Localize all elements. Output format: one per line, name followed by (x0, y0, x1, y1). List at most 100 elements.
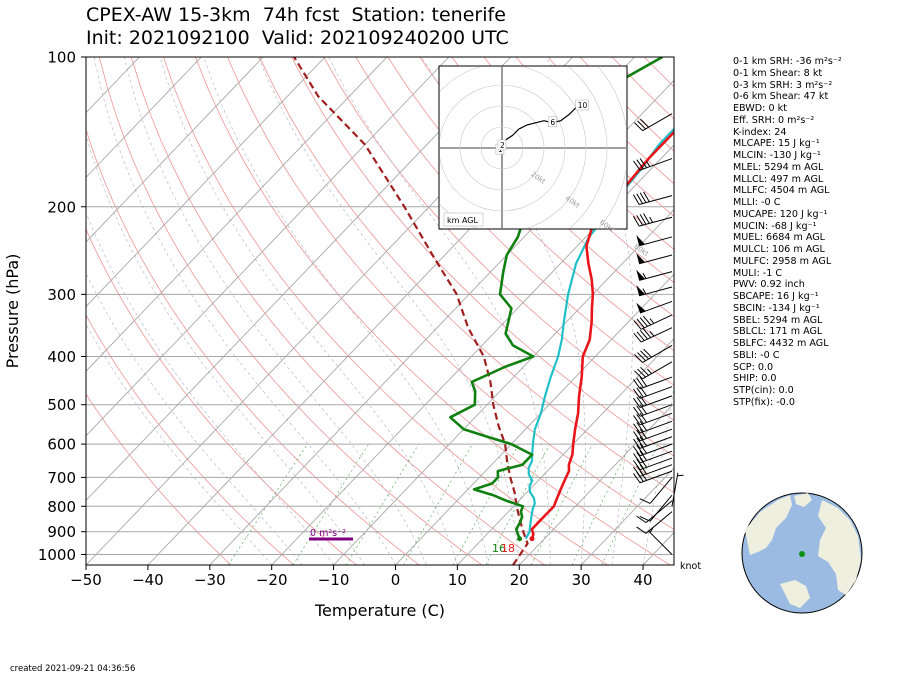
moist-adiabat (86, 323, 272, 565)
dry-adiabat (162, 57, 608, 565)
wind-barb (633, 412, 673, 426)
barb-full (634, 370, 643, 380)
barb-full (633, 473, 641, 484)
index-line: SBLCL: 171 m AGL (733, 326, 823, 338)
moist-adiabat (421, 57, 586, 565)
wind-barb (636, 285, 673, 297)
hodograph-label: km AGL (447, 216, 479, 225)
dry-adiabat (98, 57, 483, 565)
hodograph-frame (438, 65, 628, 230)
index-line: SCP: 0.0 (733, 361, 774, 373)
barb-shaft (640, 314, 673, 330)
moist-adiabat (123, 57, 427, 565)
y-tick-label: 600 (47, 436, 76, 454)
barb-full (640, 118, 649, 128)
index-line: SBCAPE: 16 J kg⁻¹ (733, 291, 819, 302)
y-tick-label: 500 (47, 396, 76, 414)
dry-adiabat (451, 57, 674, 284)
barb-shaft (642, 344, 673, 363)
barb-half (649, 330, 655, 337)
barb-shaft (639, 158, 673, 171)
barb-shaft (639, 428, 673, 442)
index-line: SBLFC: 4432 m AGL (733, 338, 829, 349)
barb-flag (636, 302, 646, 314)
parcel-profile (293, 57, 529, 565)
barb-full (639, 158, 648, 169)
hodograph-height-box (548, 116, 557, 128)
index-line: PWV: 0.92 inch (733, 279, 805, 291)
barb-shaft (639, 376, 673, 390)
barb-shaft (639, 395, 673, 408)
barb-full (633, 388, 641, 399)
barb-full (636, 396, 644, 407)
globe-inset (741, 492, 863, 614)
barb-full (636, 437, 644, 448)
index-line: MUCAPE: 120 J kg⁻¹ (733, 208, 828, 220)
y-tick-label: 200 (47, 198, 76, 216)
index-line: SHIP: 0.0 (733, 373, 777, 385)
barb-shaft (647, 530, 673, 555)
hodograph-ring (440, 84, 566, 212)
hodograph-height-box (575, 99, 589, 111)
barb-full (633, 423, 641, 434)
barb-shaft (649, 494, 673, 522)
index-line: MLCAPE: 15 J kg⁻¹ (733, 138, 820, 150)
barb-shaft (645, 511, 673, 534)
barb-half (646, 161, 651, 167)
x-tick-label: 40 (634, 571, 653, 589)
barb-shaft (639, 464, 673, 477)
index-line: MLEL: 5294 m AGL (733, 161, 824, 173)
wind-barb (636, 300, 673, 314)
barb-full (643, 348, 653, 358)
wind-barb (633, 464, 673, 477)
wind-barb (633, 443, 673, 457)
surface-temperature-marker (529, 536, 535, 542)
barb-full (639, 457, 648, 468)
barb-full (639, 498, 651, 504)
barb-full (633, 446, 641, 457)
surface-dewpoint-label: 16 (492, 542, 506, 555)
y-tick-label: 700 (47, 469, 76, 487)
wind-barb (633, 158, 673, 171)
barb-full (639, 464, 648, 475)
hodograph-ring (568, 67, 608, 228)
globe-land-north-america (745, 495, 792, 555)
barb-full (639, 317, 648, 327)
station-marker (799, 551, 805, 557)
barb-full (636, 193, 643, 204)
barb-shaft (639, 420, 673, 434)
wind-barb (636, 511, 673, 534)
barb-shaft (639, 216, 673, 227)
barb-shaft (639, 443, 673, 457)
wind-barb (633, 436, 673, 449)
isotherm (457, 338, 674, 565)
index-line: MLLCL: 497 m AGL (733, 173, 824, 185)
dry-adiabat (86, 314, 294, 565)
srh-label: 0 m²s⁻² (310, 528, 346, 539)
isotherm (86, 57, 202, 179)
barb-full (639, 436, 648, 447)
moist-adiabat (86, 272, 303, 565)
dry-adiabat (130, 57, 545, 565)
moist-adiabat (93, 57, 396, 565)
index-line: 0-6 km Shear: 47 kt (733, 91, 829, 103)
barb-shaft (645, 500, 673, 524)
wind-barb (634, 361, 673, 380)
barb-full (639, 412, 648, 423)
index-line: 0-1 km Shear: 8 kt (733, 67, 823, 79)
barb-full (639, 395, 648, 406)
barb-full (636, 452, 644, 462)
moist-adiabat (328, 57, 551, 565)
barb-full (633, 438, 641, 449)
barb-full (636, 414, 644, 424)
barb-full (639, 330, 648, 340)
wind-barb (633, 457, 673, 471)
barb-full (633, 379, 641, 390)
wind-barb (633, 420, 673, 434)
index-line: MUCIN: -68 J kg⁻¹ (733, 220, 817, 232)
y-tick-label: 400 (47, 348, 76, 366)
dry-adiabat (86, 128, 420, 565)
knot-label: knot (680, 561, 701, 572)
mixing-ratio-line (601, 443, 659, 565)
barb-full (642, 315, 652, 326)
